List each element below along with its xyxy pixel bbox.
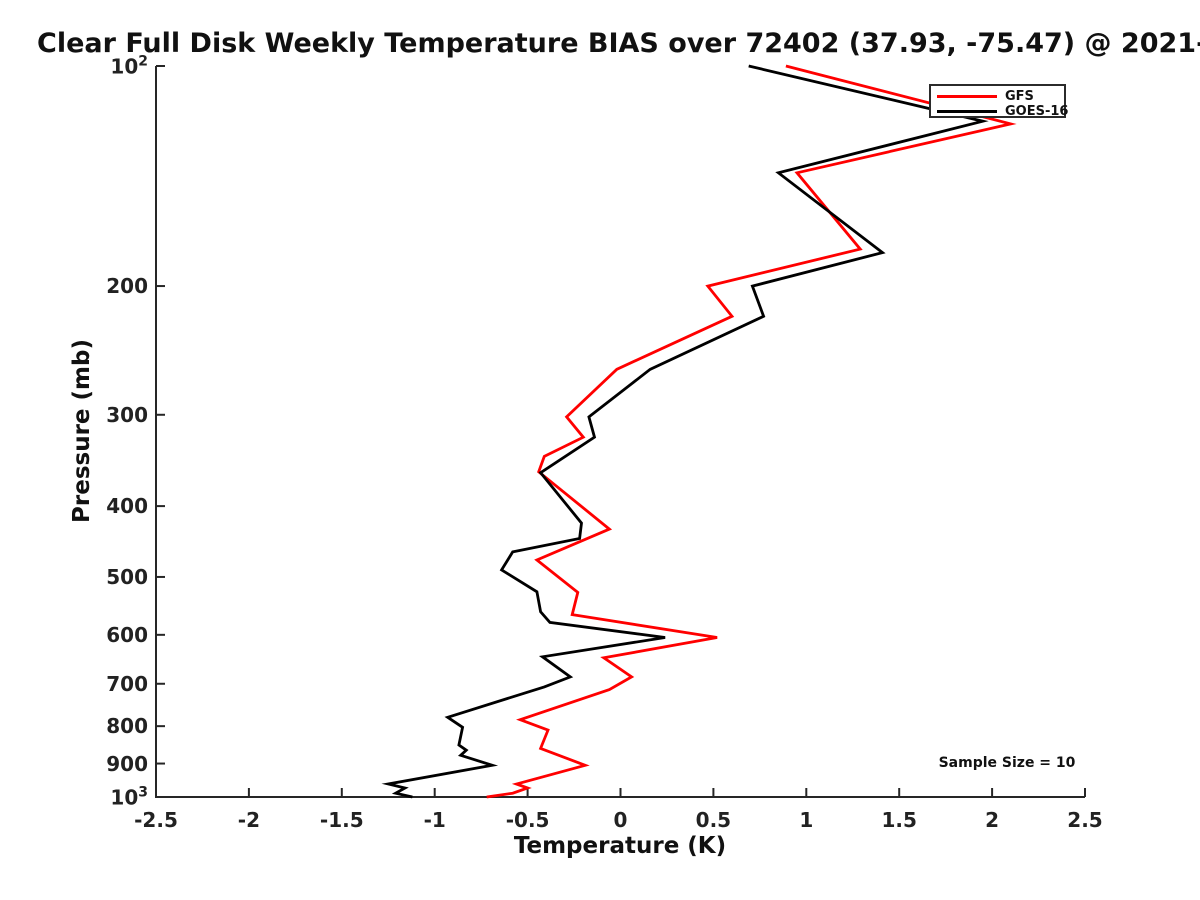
legend-entry-gfs: GFS: [937, 89, 1058, 104]
x-tick-label: -0.5: [505, 808, 550, 832]
x-tick-label: 1.5: [881, 808, 917, 832]
gfs-line-swatch: [937, 95, 997, 98]
series-line-gfs: [486, 64, 1017, 799]
x-tick-label: -2.5: [134, 808, 178, 832]
legend-entry-goes16: GOES-16: [937, 104, 1068, 119]
x-tick-label: -1: [423, 808, 446, 832]
y-tick-label: 500: [106, 564, 148, 589]
y-tick-label: 300: [106, 402, 148, 427]
x-tick-label: 0: [613, 808, 628, 832]
legend: GFS GOES-16: [929, 84, 1068, 119]
x-tick-label: 2: [985, 808, 1000, 832]
x-axis-label: Temperature (K): [513, 833, 727, 859]
y-tick-label: 200: [106, 274, 148, 299]
y-tick-exponent: 2: [138, 53, 148, 70]
chart-title: Clear Full Disk Weekly Temperature BIAS …: [37, 28, 1200, 59]
y-tick-label: 400: [106, 494, 148, 519]
y-tick-label: 700: [106, 671, 148, 696]
legend-label-goes16: GOES-16: [1005, 104, 1069, 119]
y-tick-label: 600: [106, 622, 148, 647]
y-tick-label: 102: [110, 53, 148, 79]
y-tick-exponent: 3: [138, 784, 148, 801]
x-tick-label: -1.5: [319, 808, 364, 832]
series-line-goes-16: [381, 64, 989, 799]
x-tick-label: -2: [237, 808, 260, 832]
sample-size-annotation: Sample Size = 10: [938, 755, 1076, 771]
y-tick-label: 103: [110, 784, 148, 810]
x-tick-label: 0.5: [695, 808, 732, 832]
x-tick-label: 2.5: [1067, 808, 1103, 832]
x-tick-label: 1: [799, 808, 814, 832]
legend-label-gfs: GFS: [1005, 89, 1034, 104]
y-axis-label: Pressure (mb): [69, 339, 95, 523]
y-tick-label: 800: [106, 714, 148, 739]
y-tick-label: 900: [106, 751, 148, 776]
goes16-line-swatch: [937, 110, 997, 113]
